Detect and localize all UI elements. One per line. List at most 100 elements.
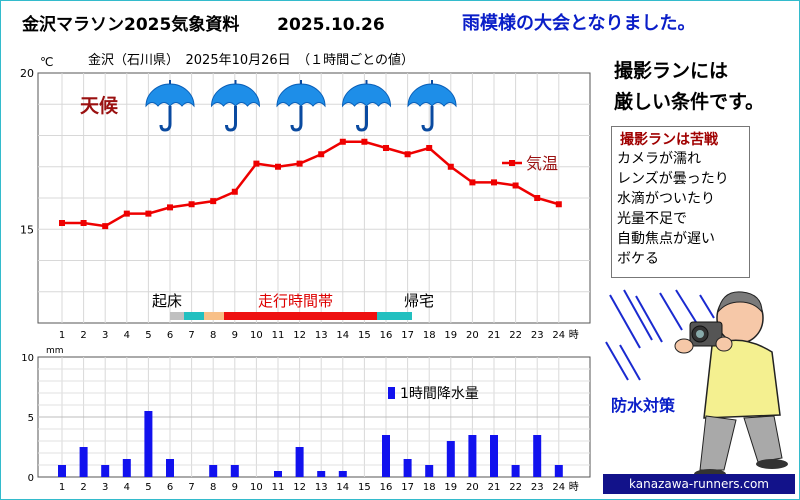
rain-bar [274,471,282,477]
temp-x-tick-label: 17 [401,330,414,341]
umbrella-icon [276,80,326,132]
page-title: 金沢マラソン2025気象資料 [22,15,240,35]
temp-x-tick-label: 14 [336,330,349,341]
umbrella-handle [290,106,303,132]
side-comment-line-1: 撮影ランには [614,60,729,82]
rain-bar [490,435,498,477]
temp-y-tick-label: 15 [20,223,34,236]
temp-point [59,220,65,226]
umbrella-canopy [341,83,392,108]
rain-x-tick-label: 7 [188,482,194,493]
rain-bar [511,465,520,477]
rain-x-tick-label: 17 [401,482,414,493]
side-comment: 撮影ランには 厳しい条件です。 [614,56,764,118]
rain-bar [295,447,304,477]
temp-point [102,223,109,230]
umbrella-icon [407,80,457,132]
temp-point [275,163,281,170]
rain-x-tick-label: 23 [531,482,544,493]
umbrella-icon [145,80,195,132]
jacket [703,339,781,419]
umbrella-handle [421,106,434,132]
temp-x-tick-label: 22 [509,330,522,341]
rain-bar [468,435,477,477]
rain-bar [382,435,390,477]
rain-bar [446,441,455,477]
wake-label: 起床 [152,292,182,310]
rain-x-tick-label: 5 [145,482,151,493]
temp-point [404,151,411,158]
rain-x-tick-label: 2 [80,482,86,493]
temp-x-tick-label: 23 [531,330,544,341]
rain-bar [230,465,239,477]
weather-icons [145,80,457,132]
temp-series [59,138,562,230]
temp-point [80,220,87,226]
leg-right [743,415,783,463]
umbrella-canopy [276,83,326,108]
temp-point [188,201,195,208]
rain-x-tick-label: 15 [358,482,371,493]
temp-x-tick-label: 7 [188,330,194,341]
temp-point [167,204,173,211]
temp-x-tick-label: 3 [102,330,108,341]
temp-x-tick-label: 20 [466,330,479,341]
band-teal-evening [377,312,412,320]
umbrella-canopy [407,83,457,108]
hair [717,291,763,314]
rain-streaks-illustration [605,289,715,381]
rain-bar [533,435,542,477]
band-teal-morning [184,312,204,320]
rain-unit-label: mm [46,346,64,356]
camera-lens-glass [696,330,704,338]
temp-x-tick-label: 8 [210,330,216,341]
rain-bar [338,471,347,477]
site-watermark: kanazawa-runners.com [603,474,795,494]
rain-bar [403,459,412,477]
tips-box: 撮影ランは苦戦 カメラが濡れ レンズが曇ったり 水滴がついたり 光量不足で 自動… [611,126,750,278]
legend-marker [509,160,515,166]
header-message: 雨模様の大会となりました。 [462,13,696,34]
rain-x-tick-label: 8 [210,482,216,493]
temp-point [383,145,389,151]
temp-x-tick-label: 2 [80,330,86,341]
rain-bar [317,471,326,477]
temp-point [210,198,217,205]
temp-x-tick-label: 6 [167,330,173,341]
tip-item: 自動焦点が遅い [617,231,715,247]
rain-x-tick-label: 10 [250,482,263,493]
rain-x-tick-label: 6 [167,482,173,493]
temp-point [426,145,433,151]
temp-point [339,138,346,145]
temp-point [123,210,130,217]
temp-x-tick-label: 18 [423,330,436,341]
temp-x-tick-label: 5 [145,330,151,341]
tip-item: 水滴がついたり [617,191,715,207]
rain-y-tick-label: 5 [28,413,34,424]
temp-y-tick-label: 20 [20,67,34,80]
rain-bar [122,459,131,477]
temp-legend: 気温 [502,154,558,173]
weather-label: 天候 [80,94,119,117]
rain-bar [554,465,563,477]
rain-x-tick-label: 4 [124,482,130,493]
umbrella-icon [210,80,261,132]
tips-title: 撮影ランは苦戦 [620,132,718,148]
tip-item: カメラが濡れ [617,151,701,167]
temp-x-tick-label: 15 [358,330,371,341]
hand-left [674,338,694,354]
tip-item: ボケる [617,251,659,267]
rain-x-tick-label: 14 [336,482,349,493]
umbrella-icon [341,80,392,132]
rain-x-suffix: 時 [569,481,579,493]
rain-series [58,411,563,477]
rain-x-tick-label: 24 [552,482,565,493]
rain-x-tick-label: 12 [293,482,306,493]
rain-y-tick-label: 10 [21,353,34,364]
rain-legend-marker [388,387,395,399]
home-label: 帰宅 [404,292,434,310]
rain-x-tick-label: 21 [488,482,501,493]
shoe-right [756,459,788,469]
